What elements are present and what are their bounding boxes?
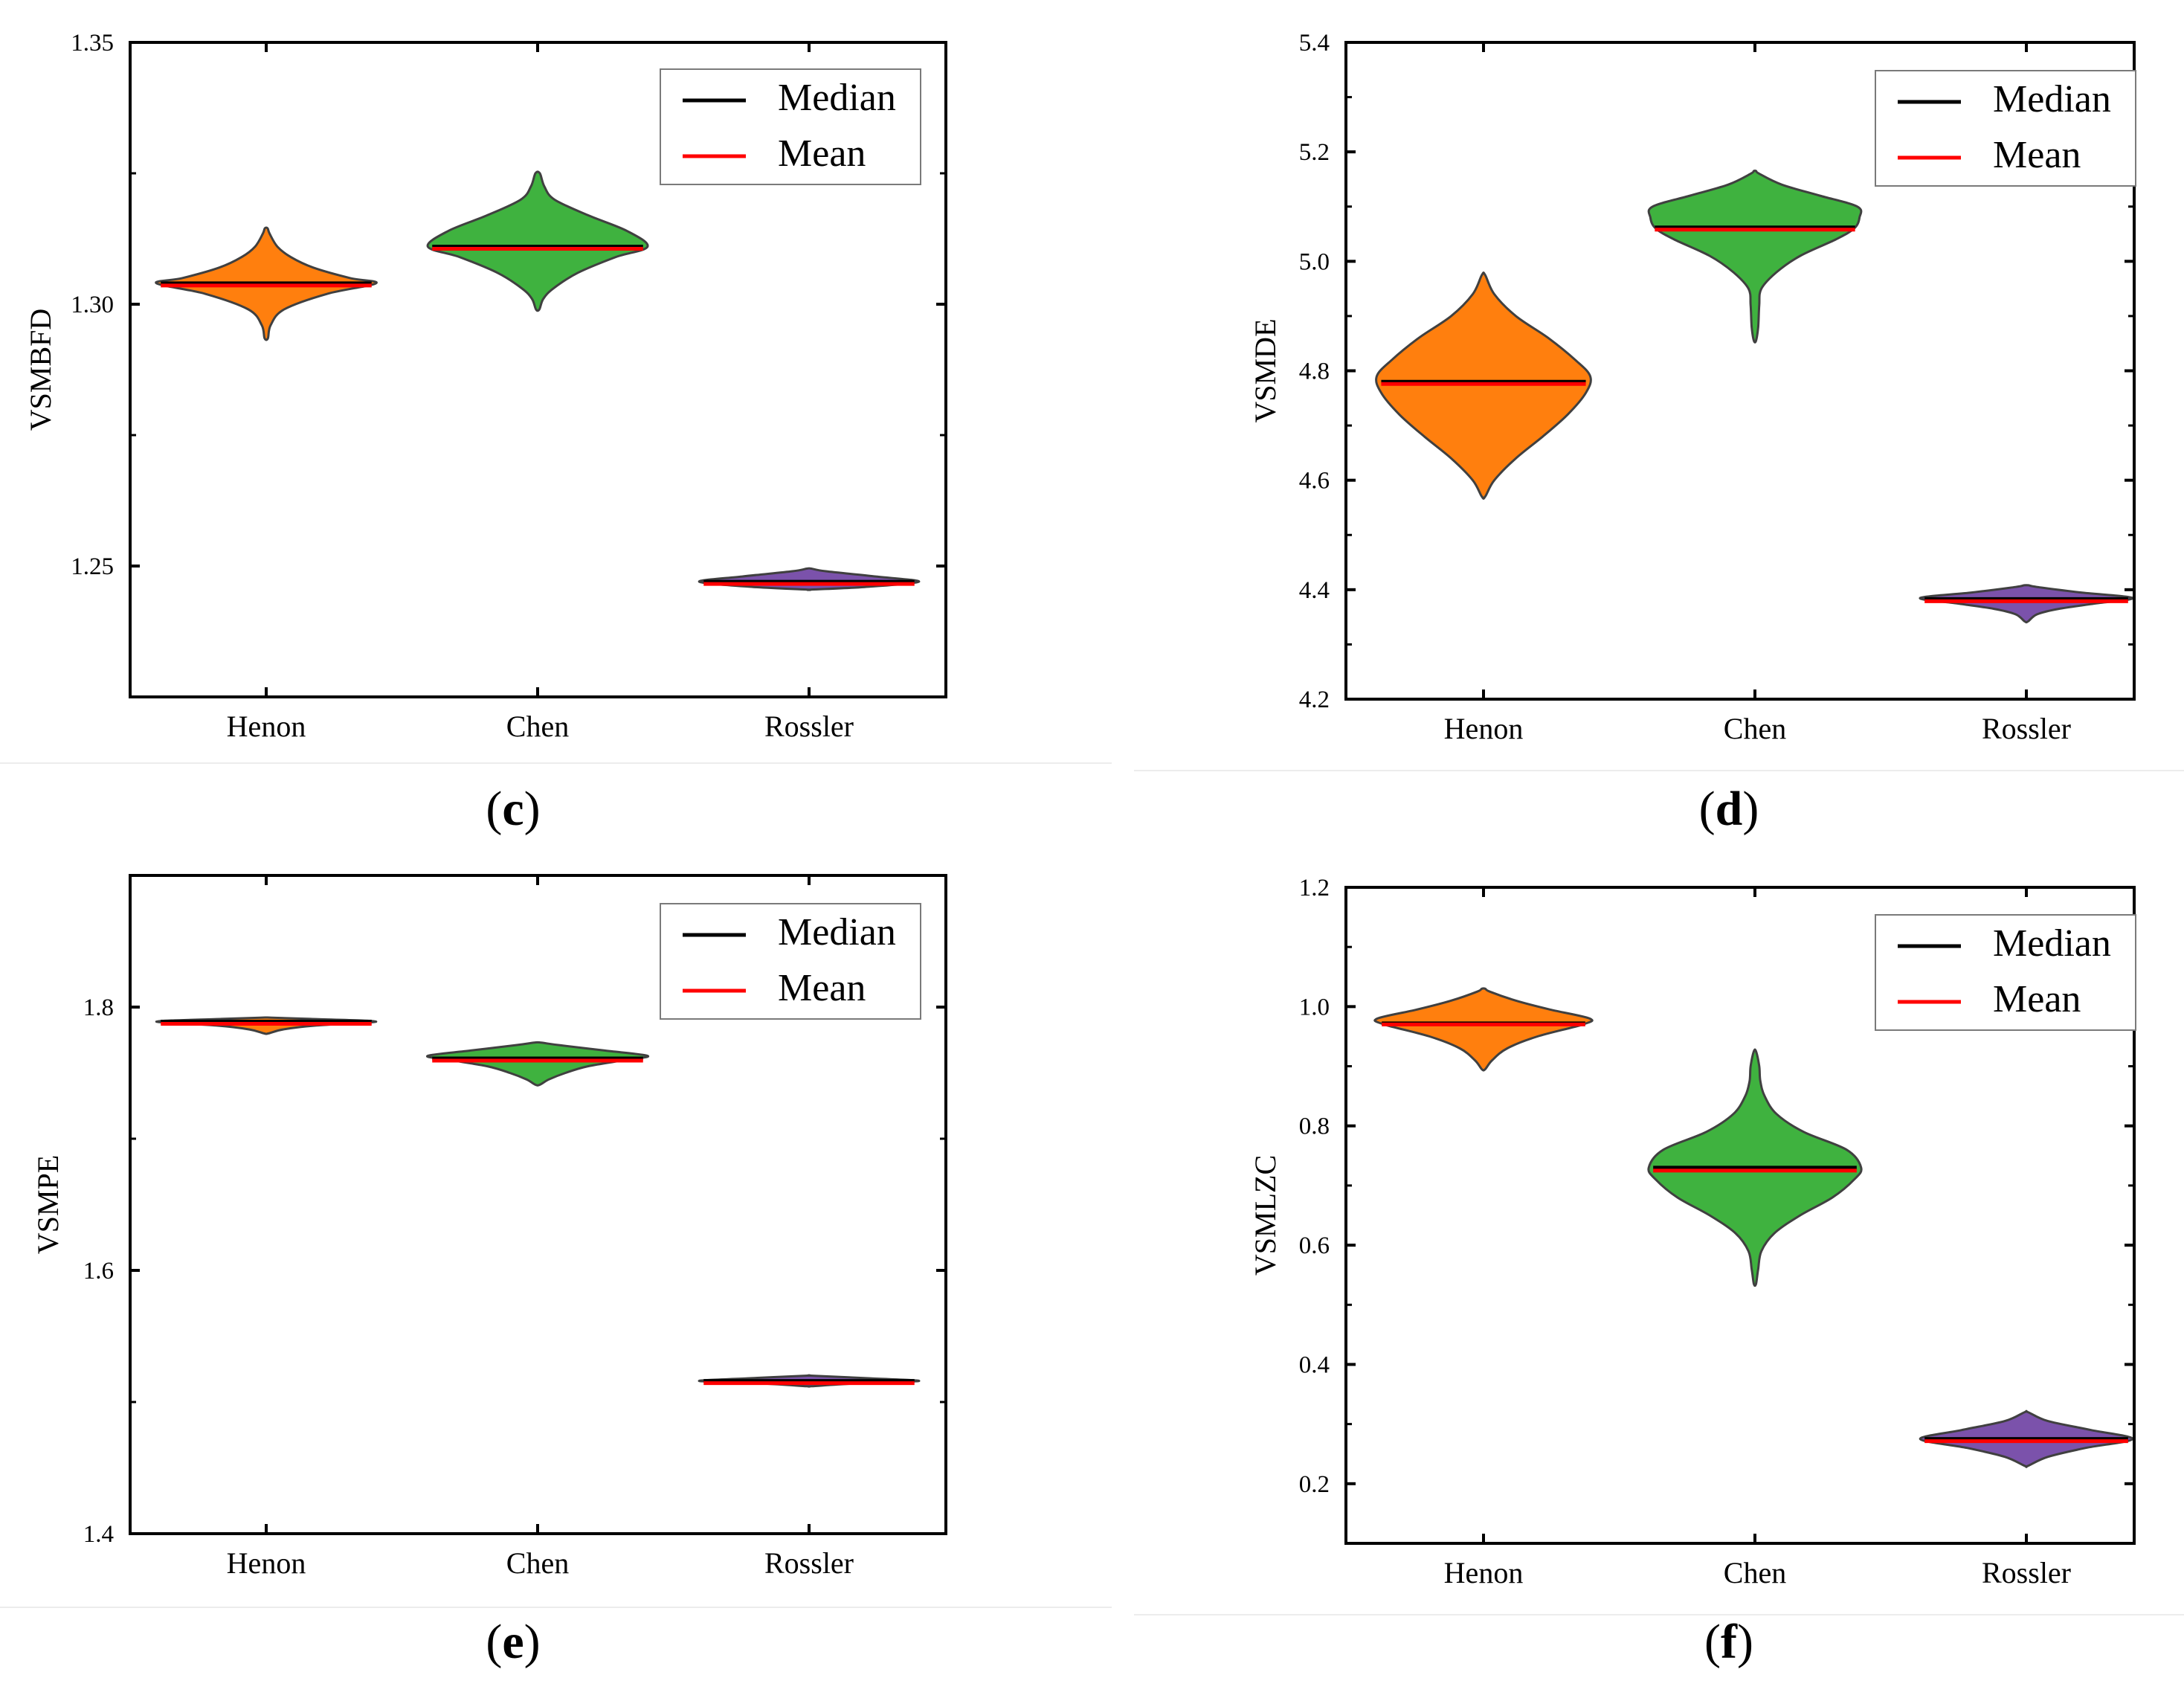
x-tick-label: Rossler [1982,712,2071,745]
x-tick-label: Chen [506,1546,569,1580]
y-axis-label: VSMPE [31,1155,65,1254]
y-tick-label: 1.25 [71,553,114,580]
y-tick-label: 0.8 [1299,1113,1330,1140]
panel-caption: (c) [486,782,541,836]
x-tick-label: Henon [227,710,306,743]
chart-c: 1.25 1.30 1.35 VSMBFD Henon Chen Rossler Median… [24,30,947,743]
x-tick-label: Chen [506,710,569,743]
y-tick-label: 0.6 [1299,1232,1330,1259]
panel-caption: (f) [1704,1615,1753,1669]
y-tick-label: 1.0 [1299,994,1330,1020]
legend-box [660,903,921,1020]
violin-chen [426,1041,650,1087]
y-tick-label: 5.0 [1299,248,1330,275]
panel-caption: (e) [486,1615,541,1669]
legend-mean-label: Mean [778,967,866,1009]
legend-median-label: Median [1993,922,2111,965]
panel-label: e [502,1615,524,1669]
y-tick-label: 1.35 [71,30,114,57]
x-tick-label: Rossler [1982,1556,2071,1589]
violin-rossler [698,567,921,591]
x-tick-label: Henon [1444,712,1524,745]
panel-label: f [1721,1615,1737,1669]
panel-caption: (d) [1698,782,1759,836]
plot-frame [129,874,947,1535]
separator [0,1607,1112,1608]
y-tick-label: 4.6 [1299,468,1330,495]
y-tick-label: 1.6 [83,1258,114,1285]
separator [0,762,1112,764]
legend-median-label: Median [1993,78,2111,120]
violin-rossler [1919,584,2134,624]
y-tick-label: 0.2 [1299,1471,1330,1498]
panel-label: c [502,782,524,836]
plot-frame [1344,41,2136,701]
separator [1134,770,2184,771]
y-axis-label: VSMDE [1249,318,1282,422]
plot-frame [129,41,947,698]
y-axis-label: VSMLZC [1249,1155,1282,1276]
legend-box [1875,70,2136,187]
y-tick-label: 4.8 [1299,359,1330,385]
x-tick-label: Henon [1444,1556,1524,1589]
y-tick-label: 1.30 [71,292,114,318]
x-tick-label: Chen [1724,1556,1786,1589]
x-tick-label: Henon [227,1546,306,1580]
x-tick-label: Rossler [764,710,854,743]
x-tick-label: Rossler [764,1546,854,1580]
separator [1134,1614,2184,1615]
y-axis-label: VSMBFD [24,309,57,431]
y-tick-label: 5.4 [1299,30,1330,57]
y-tick-label: 1.8 [83,994,114,1021]
y-tick-label: 4.2 [1299,687,1330,713]
legend-median-label: Median [778,77,896,119]
panel-label: d [1715,782,1743,836]
y-tick-label: 4.4 [1299,577,1330,604]
legend-mean-label: Mean [1993,978,2081,1020]
y-tick-label: 1.4 [83,1521,114,1548]
violin-chen [1647,169,1863,344]
x-tick-label: Chen [1724,712,1786,745]
legend-box [660,68,921,185]
y-tick-label: 0.4 [1299,1351,1330,1378]
chart-d: 4.2 4.4 4.6 4.8 5.0 5.2 5.4 VSMDE Henon Chen Rossl… [1249,30,2136,745]
violin-chen [426,170,649,312]
y-tick-label: 5.2 [1299,139,1330,166]
violin-henon [1373,987,1594,1072]
plot-frame [1344,886,2136,1545]
chart-e: 1.4 1.6 1.8 VSMPE Henon Chen Rossler Median Mean [31,874,947,1580]
legend-median-label: Median [778,911,896,954]
chart-f: 0.2 0.4 0.6 0.8 1.0 1.2 VSMLZC Henon Chen Rossler… [1249,875,2136,1589]
y-tick-label: 1.2 [1299,875,1330,901]
legend-box [1875,914,2136,1031]
legend-mean-label: Mean [778,132,866,175]
legend-mean-label: Mean [1993,134,2081,176]
